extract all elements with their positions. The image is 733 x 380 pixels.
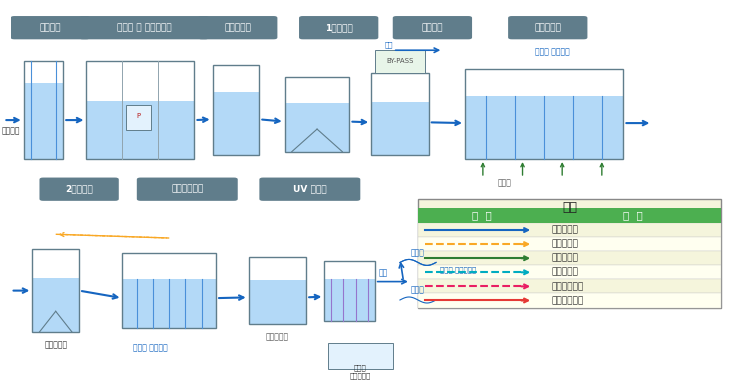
Text: 약품투입계통: 약품투입계통	[551, 282, 583, 291]
Bar	[86, 101, 194, 159]
Bar	[213, 65, 259, 155]
Bar	[418, 223, 721, 237]
FancyBboxPatch shape	[259, 177, 361, 201]
Text: 응집제 주입설비: 응집제 주입설비	[534, 47, 570, 56]
Text: 수처리계통: 수처리계통	[551, 226, 578, 234]
Text: 방류: 방류	[385, 41, 394, 48]
Bar	[545, 208, 721, 223]
Bar	[23, 62, 63, 159]
Text: 생물반응조: 생물반응조	[534, 23, 561, 32]
Text: P: P	[136, 113, 141, 119]
Bar	[32, 249, 79, 332]
Text: 슬러지계통: 슬러지계통	[551, 240, 578, 249]
Text: 응집제 주입설비: 응집제 주입설비	[133, 344, 168, 353]
Text: 1차침전지: 1차침전지	[325, 23, 353, 32]
Bar	[418, 293, 721, 307]
Bar	[248, 280, 306, 325]
Bar	[418, 199, 721, 307]
FancyBboxPatch shape	[299, 16, 378, 39]
Bar	[32, 278, 79, 332]
Text: 범례: 범례	[562, 201, 577, 214]
FancyBboxPatch shape	[79, 16, 209, 39]
Text: 유량조정조: 유량조정조	[224, 23, 251, 32]
FancyBboxPatch shape	[508, 16, 587, 39]
Bar	[324, 261, 375, 321]
Text: 송풍기: 송풍기	[498, 179, 512, 187]
Text: 중침분배조: 중침분배조	[44, 340, 67, 349]
Bar	[418, 208, 545, 223]
Bar	[284, 103, 350, 152]
Text: 송풍기계통: 송풍기계통	[551, 254, 578, 263]
Bar	[418, 279, 721, 293]
Text: 백석천: 백석천	[411, 285, 425, 294]
Text: 2차침전지: 2차침전지	[65, 185, 93, 194]
Text: UV 소독조: UV 소독조	[293, 185, 327, 194]
Bar	[284, 76, 350, 152]
FancyBboxPatch shape	[137, 177, 237, 201]
Bar	[375, 50, 425, 73]
FancyBboxPatch shape	[11, 16, 90, 39]
Bar	[23, 83, 63, 159]
Text: 중량천: 중량천	[411, 248, 425, 257]
Bar	[248, 257, 306, 325]
Bar	[465, 96, 624, 159]
Bar	[328, 343, 393, 369]
FancyBboxPatch shape	[198, 16, 277, 39]
Text: 방류수
재이용시설: 방류수 재이용시설	[350, 364, 371, 378]
Bar	[122, 279, 216, 328]
Bar	[371, 102, 429, 155]
Bar	[324, 279, 375, 321]
Text: 하수유입: 하수유입	[1, 126, 20, 135]
FancyBboxPatch shape	[40, 177, 119, 201]
Text: BY-PASS: BY-PASS	[386, 59, 413, 65]
Text: 유량측정조: 유량측정조	[266, 332, 289, 342]
FancyBboxPatch shape	[393, 16, 472, 39]
Text: 방류: 방류	[378, 269, 388, 277]
Bar	[418, 251, 721, 265]
Bar	[465, 69, 624, 159]
Bar	[418, 265, 721, 279]
Text: 중량천 양주시경계: 중량천 양주시경계	[440, 267, 476, 274]
Bar	[371, 73, 429, 155]
Text: 내  용: 내 용	[623, 211, 643, 220]
Bar	[213, 92, 259, 155]
Bar	[122, 253, 216, 328]
Text: 무산소조: 무산소조	[421, 23, 443, 32]
Bar	[86, 62, 194, 159]
Text: 유입맨홀: 유입맨홀	[40, 23, 61, 32]
Text: 총인처리시설: 총인처리시설	[171, 185, 203, 194]
Bar	[418, 237, 721, 251]
Text: 반송수계통: 반송수계통	[551, 268, 578, 277]
Text: 참사지 및 유입펌프동: 참사지 및 유입펌프동	[117, 23, 172, 32]
Text: 형  상: 형 상	[472, 211, 491, 220]
Text: 소화가스계통: 소화가스계통	[551, 296, 583, 305]
Bar	[126, 105, 151, 130]
